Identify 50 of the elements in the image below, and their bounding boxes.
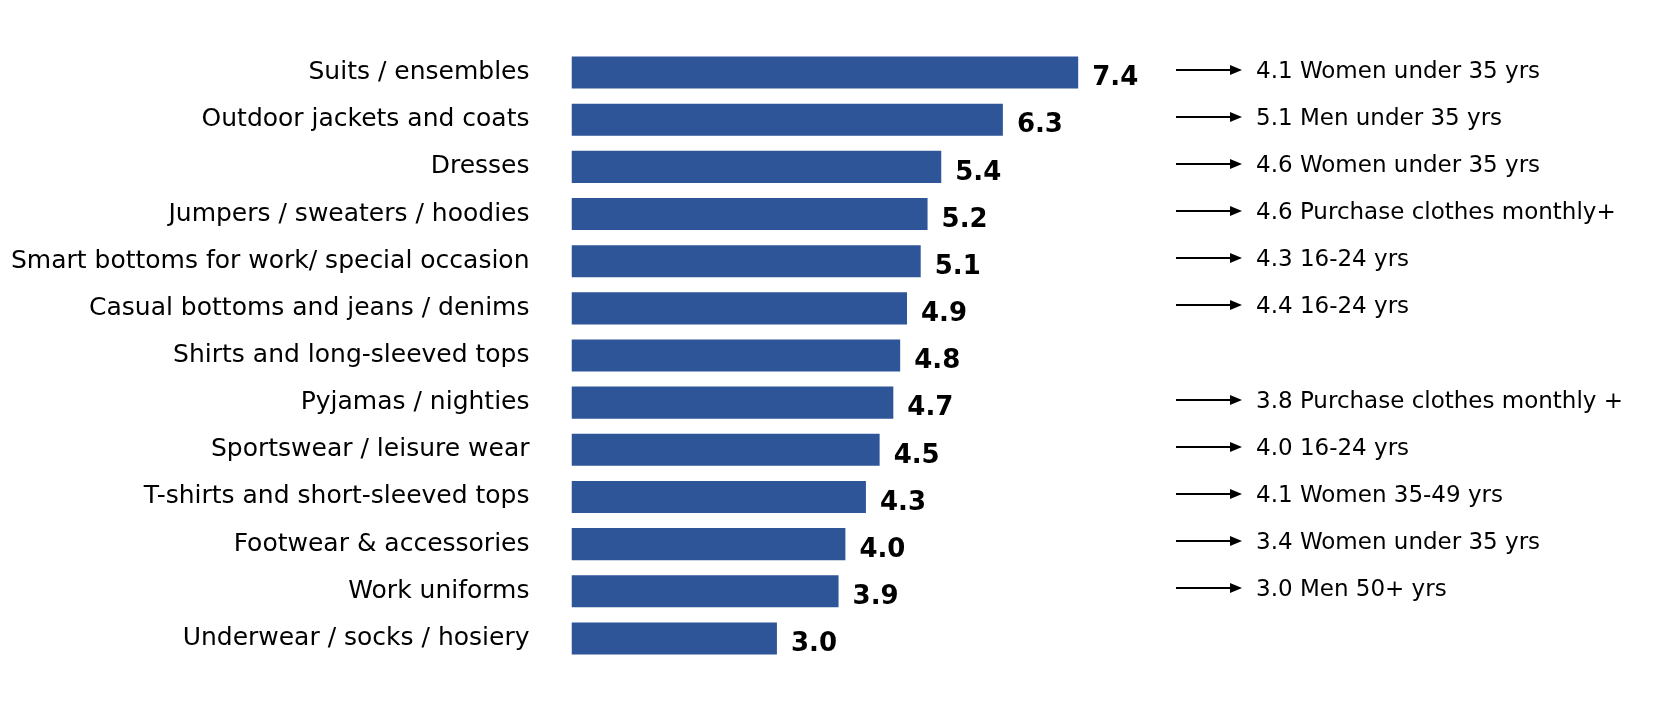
- data-label: 4.9: [921, 297, 968, 328]
- y-tick-label: T-shirts and short-sleeved tops: [142, 480, 530, 510]
- y-tick-label: Jumpers / sweaters / hoodies: [166, 197, 530, 227]
- text: 4.6 Purchase clothes monthly+: [1256, 198, 1616, 225]
- bar: [571, 528, 846, 561]
- y-tick-label: Shirts and long-sleeved tops: [173, 339, 530, 368]
- bar: [571, 150, 942, 183]
- data-label: 4.7: [907, 391, 954, 422]
- data-label: 5.2: [941, 202, 988, 233]
- text: 4.0 16-24 yrs: [1256, 433, 1410, 460]
- text: 3.4 Women under 35 yrs: [1256, 528, 1541, 555]
- y-tick-label: Dresses: [430, 150, 530, 180]
- bar: [571, 245, 921, 278]
- data-label: 5.1: [934, 249, 981, 280]
- bar: [571, 622, 777, 655]
- y-tick-label: Smart bottoms for work/ special occasion: [10, 244, 530, 274]
- y-tick-label: Work uniforms: [348, 574, 530, 604]
- data-label: 4.5: [893, 438, 940, 469]
- bar: [571, 198, 928, 231]
- bar: [571, 480, 866, 513]
- bar: [571, 433, 880, 466]
- text: 4.1 Women under 35 yrs: [1256, 56, 1541, 83]
- y-tick-label: Suits / ensembles: [308, 56, 530, 86]
- y-tick-label: Underwear / socks / hosiery: [182, 621, 530, 651]
- data-label: 5.4: [955, 155, 1002, 186]
- text: 4.3 16-24 yrs: [1256, 245, 1410, 272]
- y-tick-label: Pyjamas / nighties: [300, 386, 530, 416]
- bar: [571, 575, 839, 608]
- data-label: 3.9: [852, 580, 899, 611]
- bar: [571, 386, 894, 419]
- y-tick-label: Outdoor jackets and coats: [201, 103, 530, 133]
- bar: [571, 56, 1079, 89]
- data-label: 4.0: [859, 532, 906, 563]
- data-label: 4.3: [879, 485, 926, 516]
- data-label: 3.0: [790, 627, 837, 658]
- bar: [571, 339, 901, 372]
- text: 4.1 Women 35-49 yrs: [1256, 480, 1503, 507]
- data-label: 4.8: [914, 344, 961, 375]
- y-tick-label: Casual bottoms and jeans / denims: [89, 291, 530, 321]
- bar: [571, 103, 1003, 136]
- data-label: 6.3: [1016, 108, 1063, 139]
- y-tick-label: Footwear & accessories: [233, 527, 530, 557]
- bar: [571, 292, 908, 325]
- text: 4.4 16-24 yrs: [1256, 292, 1410, 319]
- y-tick-label: Sportswear / leisure wear: [210, 433, 531, 463]
- data-label: 7.4: [1092, 61, 1139, 92]
- text: 5.1 Men under 35 yrs: [1256, 103, 1503, 130]
- text: 4.6 Women under 35 yrs: [1256, 150, 1541, 177]
- text: 3.0 Men 50+ yrs: [1256, 575, 1447, 602]
- text: 3.8 Purchase clothes monthly +: [1256, 386, 1624, 413]
